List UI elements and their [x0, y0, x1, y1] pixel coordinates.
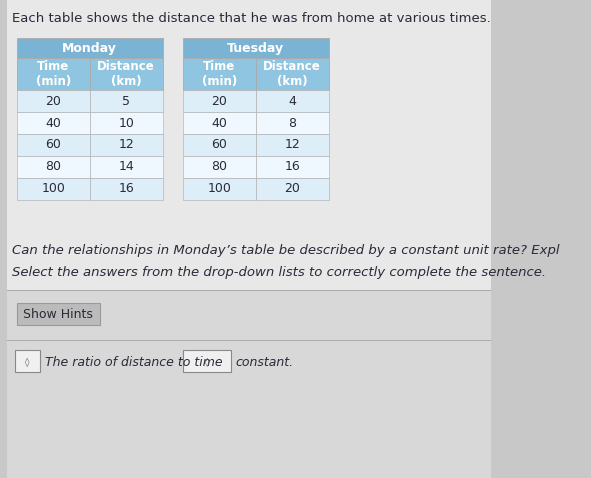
- Text: 60: 60: [45, 139, 61, 152]
- Text: 40: 40: [211, 117, 227, 130]
- Bar: [90, 134, 163, 156]
- Text: Time
(min): Time (min): [35, 60, 71, 88]
- Text: Monday: Monday: [62, 42, 117, 54]
- Bar: [256, 112, 329, 134]
- Text: 100: 100: [41, 183, 65, 196]
- Text: 80: 80: [45, 161, 61, 174]
- Text: Can the relationships in Monday’s table be described by a constant unit rate? Ex: Can the relationships in Monday’s table …: [12, 244, 559, 257]
- Text: The ratio of distance to time: The ratio of distance to time: [45, 356, 222, 369]
- Bar: [183, 156, 256, 178]
- Bar: [17, 178, 90, 200]
- Bar: [256, 58, 329, 90]
- Text: 40: 40: [45, 117, 61, 130]
- Bar: [90, 178, 163, 200]
- Bar: [183, 178, 256, 200]
- Bar: [90, 156, 163, 178]
- Text: 4: 4: [288, 95, 296, 108]
- Text: 20: 20: [45, 95, 61, 108]
- Bar: [183, 58, 256, 90]
- Text: 8: 8: [288, 117, 296, 130]
- Bar: [7, 290, 491, 478]
- Bar: [256, 90, 329, 112]
- Text: 14: 14: [118, 161, 134, 174]
- Bar: [17, 303, 100, 325]
- Text: Each table shows the distance that he was from home at various times.: Each table shows the distance that he wa…: [12, 12, 491, 25]
- Bar: [17, 134, 90, 156]
- Bar: [183, 134, 256, 156]
- Text: 10: 10: [118, 117, 134, 130]
- Text: 20: 20: [211, 95, 227, 108]
- Bar: [17, 90, 90, 112]
- Bar: [183, 112, 256, 134]
- Text: 20: 20: [284, 183, 300, 196]
- Bar: [256, 156, 329, 178]
- Text: 5: 5: [122, 95, 130, 108]
- Text: 16: 16: [284, 161, 300, 174]
- Bar: [90, 58, 163, 90]
- Bar: [17, 38, 163, 58]
- Text: Time
(min): Time (min): [202, 60, 237, 88]
- Bar: [183, 38, 329, 58]
- Text: 80: 80: [211, 161, 227, 174]
- Text: Distance
(km): Distance (km): [98, 60, 155, 88]
- Bar: [17, 58, 90, 90]
- Bar: [256, 134, 329, 156]
- Bar: [15, 350, 40, 372]
- Text: 60: 60: [211, 139, 227, 152]
- Text: 12: 12: [284, 139, 300, 152]
- Text: ◊: ◊: [25, 358, 30, 367]
- Text: Tuesday: Tuesday: [227, 42, 284, 54]
- Text: ◊: ◊: [204, 358, 209, 367]
- Text: Distance
(km): Distance (km): [264, 60, 321, 88]
- Text: 100: 100: [207, 183, 231, 196]
- Text: constant.: constant.: [236, 356, 294, 369]
- Text: 12: 12: [118, 139, 134, 152]
- Bar: [90, 90, 163, 112]
- Bar: [183, 90, 256, 112]
- Bar: [17, 156, 90, 178]
- Bar: [183, 350, 231, 372]
- Bar: [90, 112, 163, 134]
- Text: Show Hints: Show Hints: [23, 307, 93, 321]
- Text: 16: 16: [118, 183, 134, 196]
- Bar: [256, 178, 329, 200]
- Text: Select the answers from the drop-down lists to correctly complete the sentence.: Select the answers from the drop-down li…: [12, 266, 545, 279]
- Bar: [17, 112, 90, 134]
